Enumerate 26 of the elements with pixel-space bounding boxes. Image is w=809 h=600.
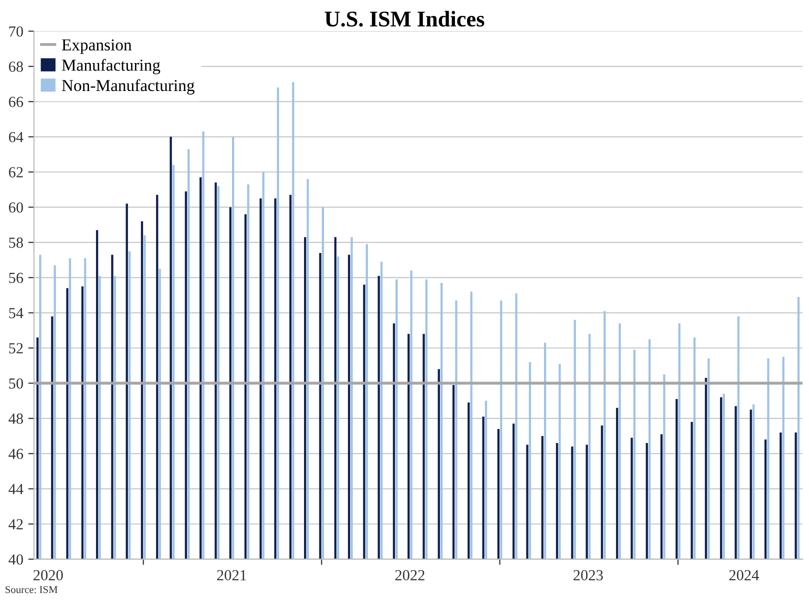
legend-label: Expansion xyxy=(62,39,132,54)
y-tick-label: 46 xyxy=(8,448,24,460)
y-tick-label: 40 xyxy=(8,554,23,565)
y-tick-label: 44 xyxy=(8,484,24,494)
y-tick-label: 54 xyxy=(9,308,24,318)
y-tick-label: 58 xyxy=(9,238,23,248)
x-tick-label: 2021 xyxy=(217,570,246,580)
y-tick-label: 64 xyxy=(8,132,24,142)
y-tick-label: 48 xyxy=(8,414,23,424)
source-note: Source: ISM xyxy=(6,586,58,594)
y-tick-label: 42 xyxy=(8,519,23,530)
y-tick-label: 68 xyxy=(8,62,23,72)
y-tick-label: 52 xyxy=(9,343,23,354)
y-tick-label: 50 xyxy=(9,378,23,389)
y-tick-label: 56 xyxy=(9,272,24,284)
x-tick-label: 2023 xyxy=(574,570,603,580)
y-tick-label: 62 xyxy=(8,167,23,178)
y-tick-label: 60 xyxy=(8,202,23,213)
y-tick-label: 70 xyxy=(9,26,23,37)
y-tick-label: 66 xyxy=(8,96,24,108)
legend-label: Manufacturing xyxy=(62,58,160,74)
x-tick-label: 2022 xyxy=(395,570,424,580)
x-tick-label: 2020 xyxy=(34,570,63,580)
chart-title: U.S. ISM Indices xyxy=(324,10,484,27)
legend-label: Non-Manufacturing xyxy=(62,79,194,95)
x-tick-label: 2024 xyxy=(729,570,759,580)
